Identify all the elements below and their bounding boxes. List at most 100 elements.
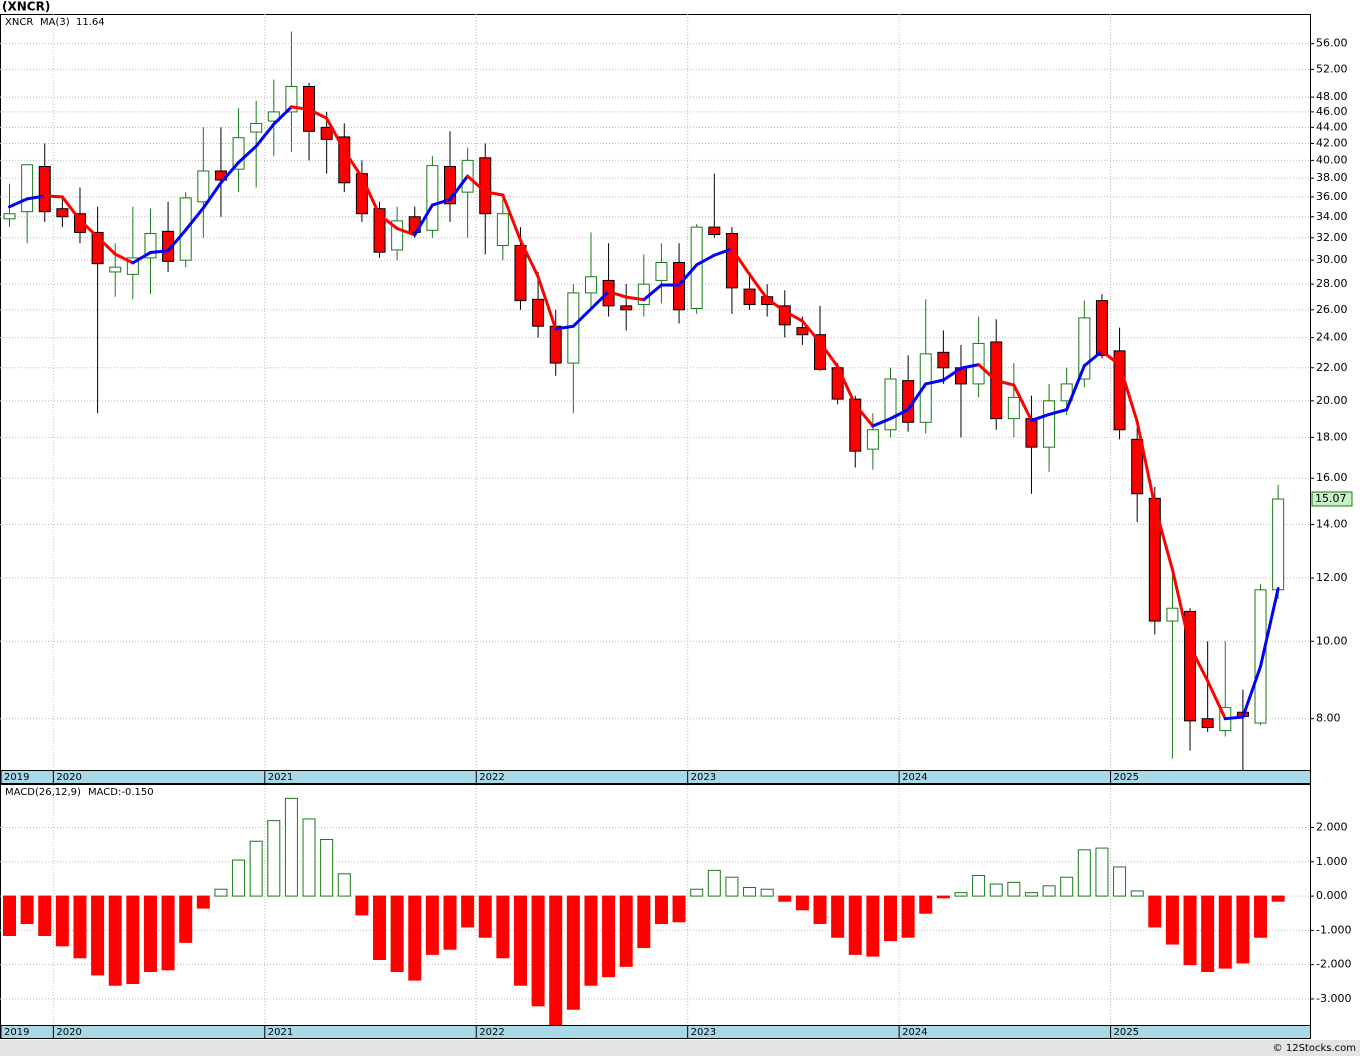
candle-body: [91, 231, 104, 265]
ma-line: [712, 247, 734, 257]
candle-body: [849, 398, 862, 452]
macd-bar: [831, 895, 845, 938]
last-price-box: [1311, 491, 1353, 507]
y-tick-label: 1.000: [1316, 855, 1348, 868]
ma-line: [677, 263, 699, 287]
macd-bar: [602, 895, 616, 978]
candle-body: [690, 226, 703, 309]
ma-line: [1135, 420, 1157, 508]
candle-body: [796, 327, 809, 336]
macd-bar: [1095, 847, 1109, 897]
macd-bar: [1130, 890, 1144, 897]
candle-body: [355, 173, 368, 215]
x-tick-label: 2019: [4, 772, 29, 783]
macd-bar: [760, 888, 774, 897]
ma-line: [1029, 412, 1051, 422]
y-tick-label: 36.00: [1316, 190, 1348, 203]
macd-bar: [373, 895, 387, 961]
ma-line: [1082, 349, 1104, 368]
ma-line: [730, 247, 752, 276]
candle-body: [637, 283, 650, 306]
macd-bar: [795, 895, 809, 911]
candle-body: [1131, 438, 1144, 495]
y-tick-label: -3.000: [1316, 992, 1351, 1005]
ma-line: [1047, 408, 1069, 416]
candle-body: [743, 288, 756, 306]
candle-body: [444, 166, 456, 205]
candle-body: [144, 232, 157, 259]
macd-bar: [38, 895, 52, 937]
y-tick-label: 46.00: [1316, 105, 1348, 118]
ma-line: [1170, 567, 1192, 649]
macd-bar: [919, 895, 933, 914]
macd-bar: [778, 895, 792, 902]
candle-body: [479, 157, 492, 215]
y-tick-label: 26.00: [1316, 303, 1348, 316]
y-tick-label: 44.00: [1316, 120, 1348, 133]
ma-line: [237, 144, 258, 164]
macd-bar: [390, 895, 404, 973]
macd-bar: [936, 895, 950, 899]
macd-bar: [1236, 895, 1250, 964]
ma-line: [395, 226, 417, 237]
candle-body: [109, 266, 122, 273]
ma-line: [642, 283, 663, 302]
ma-line: [518, 238, 540, 279]
macd-bar: [425, 895, 439, 955]
x-tick-label: 2022: [479, 772, 504, 783]
macd-bar: [1060, 876, 1074, 897]
y-tick-label: 52.00: [1316, 62, 1348, 75]
legend-ma: MA(3): [40, 17, 70, 28]
macd-bar: [3, 895, 16, 937]
chart-title: (XNCR): [2, 0, 50, 14]
candle-body: [1254, 589, 1267, 724]
ma-line: [607, 290, 628, 299]
macd-bar: [654, 895, 668, 925]
macd-bar: [866, 895, 880, 957]
ma-line: [219, 160, 241, 185]
macd-bar: [813, 895, 827, 925]
macd-bar: [1218, 895, 1232, 969]
ma-line: [941, 366, 963, 382]
candle-body: [1025, 418, 1038, 448]
y-tick-label: 0.000: [1316, 889, 1348, 902]
ma-line: [695, 253, 716, 267]
candle-body: [1043, 400, 1056, 448]
ma-line: [96, 235, 117, 256]
candle-body: [1148, 497, 1161, 622]
ma-line: [289, 105, 311, 111]
macd-bar: [743, 887, 757, 897]
ma-line: [148, 249, 170, 255]
macd-bar: [143, 895, 157, 973]
macd-bar: [566, 895, 580, 1010]
x-tick-label: 2021: [268, 772, 293, 783]
y-tick-label: -2.000: [1316, 958, 1351, 971]
ma-line: [254, 122, 276, 148]
candle-body: [620, 305, 633, 311]
candle-body: [655, 262, 668, 281]
macd-bar: [232, 859, 246, 897]
macd-bar: [1201, 895, 1215, 973]
x-tick-label: 2020: [56, 772, 81, 783]
ma-line: [1012, 383, 1033, 422]
y-tick-label: 12.00: [1316, 571, 1348, 584]
ma-line: [1153, 504, 1174, 571]
macd-bar: [690, 888, 704, 897]
candle-body: [285, 85, 298, 113]
macd-bar: [1113, 866, 1127, 897]
ma-line: [783, 309, 804, 323]
macd-bar: [848, 895, 862, 955]
candle-body: [1184, 610, 1197, 722]
y-tick-label: 30.00: [1316, 253, 1348, 266]
macd-bar: [267, 820, 281, 897]
ma-line: [131, 251, 152, 265]
candle-body: [267, 111, 280, 122]
ma-line: [184, 206, 205, 232]
candle-body: [1078, 317, 1091, 380]
ma-line: [8, 197, 29, 209]
macd-legend-value: MACD:-0.150: [88, 787, 154, 798]
macd-bar: [320, 839, 334, 897]
candle-body: [496, 213, 509, 246]
x-tick-label: 2023: [691, 1027, 716, 1038]
macd-bar: [355, 895, 369, 916]
